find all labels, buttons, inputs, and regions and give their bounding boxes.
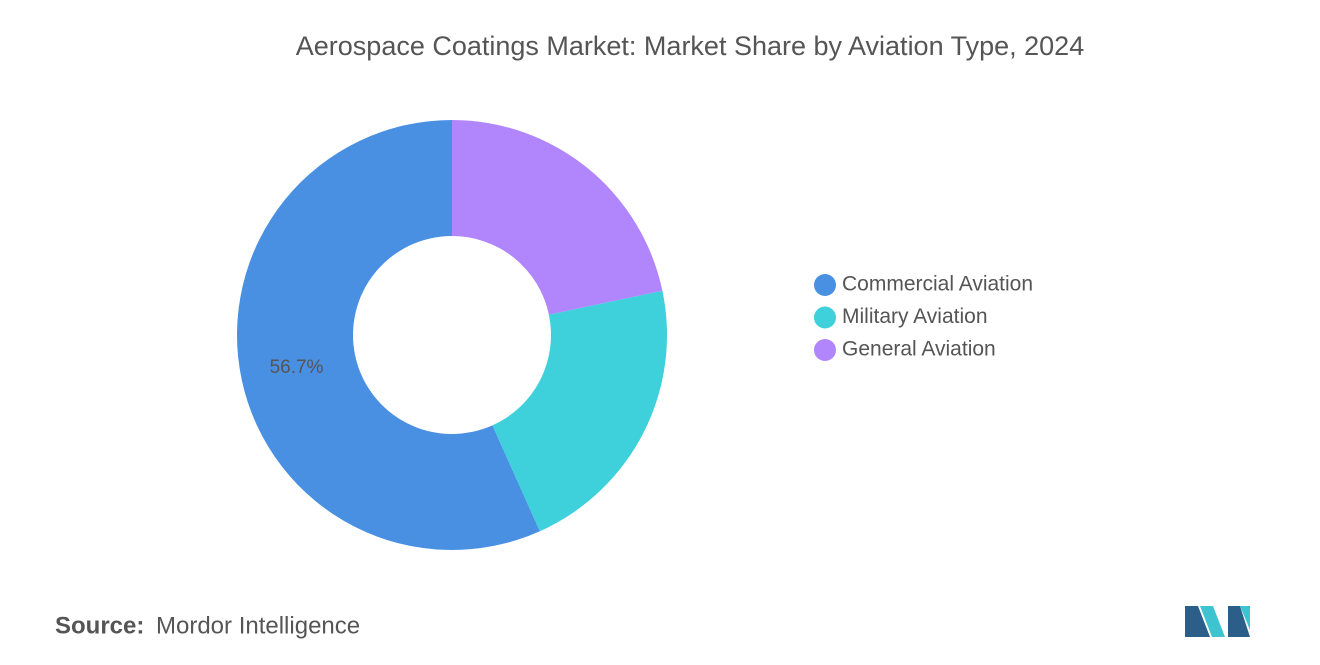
legend-marker bbox=[814, 274, 836, 296]
source-label: Source: bbox=[55, 612, 144, 639]
legend-label: Commercial Aviation bbox=[842, 273, 1033, 296]
legend-marker bbox=[814, 306, 836, 329]
chart-title: Aerospace Coatings Market: Market Share … bbox=[296, 31, 1084, 61]
logo bbox=[1185, 606, 1250, 637]
data-label: 56.7% bbox=[270, 357, 324, 378]
source: Mordor Intelligence bbox=[156, 612, 360, 639]
legend-label: Military Aviation bbox=[842, 305, 988, 328]
donut-slice bbox=[452, 120, 663, 315]
legend-marker bbox=[814, 339, 836, 361]
donut-slice bbox=[492, 290, 668, 532]
legend-label: General Aviation bbox=[842, 338, 996, 361]
donut-slice bbox=[237, 120, 540, 551]
